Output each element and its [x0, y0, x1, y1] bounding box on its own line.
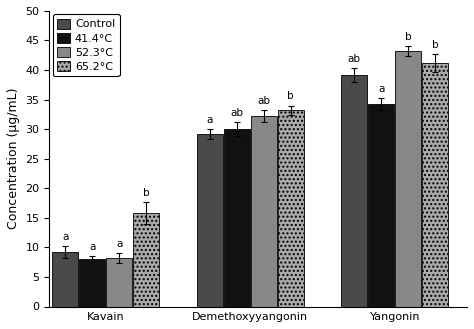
Text: a: a [116, 239, 122, 249]
Text: b: b [287, 91, 294, 101]
Bar [422, 63, 448, 307]
Bar [106, 258, 132, 307]
Bar [224, 129, 249, 307]
Bar [79, 259, 105, 307]
Legend: Control, 41.4°C, 52.3°C, 65.2°C: Control, 41.4°C, 52.3°C, 65.2°C [53, 14, 119, 76]
Bar [395, 51, 421, 307]
Bar [133, 213, 159, 307]
Text: b: b [432, 40, 438, 50]
Text: ab: ab [348, 54, 361, 63]
Bar [368, 104, 394, 307]
Text: b: b [143, 188, 149, 198]
Text: a: a [207, 115, 213, 125]
Bar [341, 75, 367, 307]
Text: a: a [378, 84, 384, 94]
Bar [278, 110, 303, 307]
Y-axis label: Concentration (µg/mL): Concentration (µg/mL) [7, 88, 20, 229]
Bar [197, 134, 222, 307]
Bar [52, 252, 78, 307]
Text: b: b [405, 32, 411, 42]
Text: ab: ab [257, 96, 270, 106]
Text: a: a [62, 232, 68, 242]
Bar [251, 116, 276, 307]
Text: a: a [89, 242, 95, 252]
Text: ab: ab [230, 108, 243, 118]
